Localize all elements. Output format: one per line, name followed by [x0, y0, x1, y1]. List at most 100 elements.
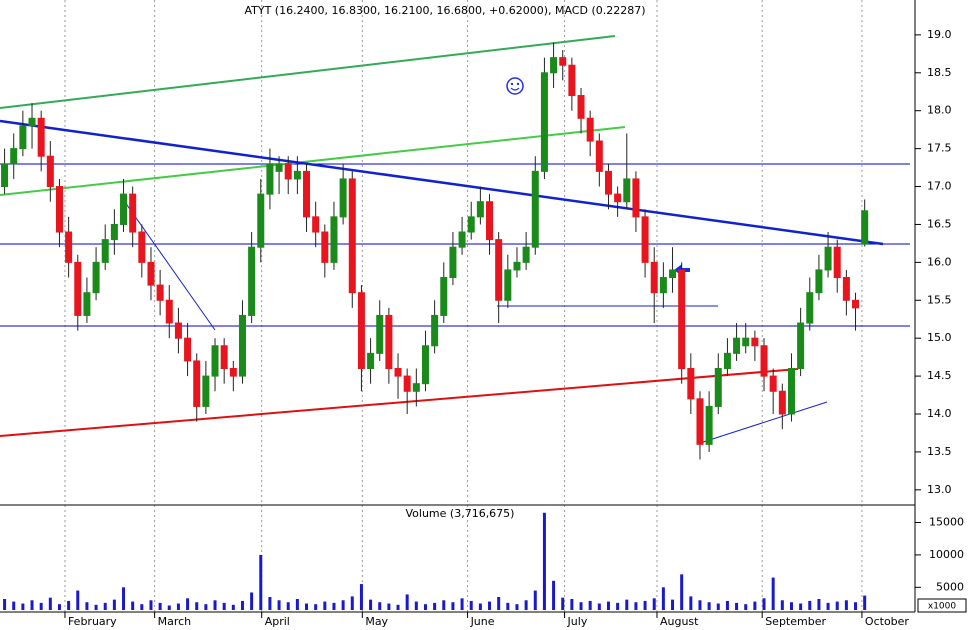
candle-body: [55, 186, 63, 233]
candle-body: [138, 231, 146, 263]
volume-bar: [552, 580, 556, 610]
volume-bar: [725, 600, 729, 610]
candle-body: [1, 163, 9, 188]
candle-body: [577, 95, 585, 119]
volume-bar: [442, 600, 446, 610]
volume-bar: [652, 598, 656, 610]
x-tick-label: February: [68, 615, 117, 628]
volume-bar: [735, 602, 739, 610]
candle-body: [165, 299, 173, 324]
candle-body: [202, 375, 210, 407]
volume-bar: [94, 604, 98, 610]
candle-body: [641, 216, 649, 263]
candle-body: [559, 57, 567, 66]
volume-bar: [762, 598, 766, 610]
x-tick-label: September: [765, 615, 826, 628]
candle-body: [540, 72, 548, 172]
candle-body: [266, 163, 274, 195]
volume-bar: [488, 601, 492, 610]
volume-bar: [405, 594, 409, 610]
volume-bar: [149, 600, 153, 610]
volume-bar: [771, 577, 775, 610]
volume-bar: [671, 599, 675, 610]
candle-body: [632, 178, 640, 218]
y-tick-label: 14.5: [927, 369, 952, 382]
volume-bar: [85, 602, 89, 610]
smiley: [506, 77, 524, 95]
candle-body: [550, 57, 558, 74]
candle-body: [486, 201, 494, 241]
volume-bar: [478, 603, 482, 610]
candle-body: [293, 170, 301, 180]
volume-bar: [57, 604, 61, 610]
candle-body: [257, 193, 265, 248]
trend-line: [696, 401, 828, 445]
candle-body: [28, 117, 36, 127]
candle-body: [129, 193, 137, 233]
volume-bar: [506, 602, 510, 610]
candle-body: [284, 163, 292, 180]
volume-bar: [433, 602, 437, 610]
y-tick-label: 15000: [929, 516, 964, 529]
volume-bar: [240, 600, 244, 610]
volume-bar: [186, 598, 190, 610]
volume-bar: [112, 599, 116, 610]
volume-bar: [698, 600, 702, 610]
candle-body: [147, 261, 155, 286]
volume-bar: [707, 602, 711, 610]
candle-body: [83, 292, 91, 316]
volume-bar: [176, 603, 180, 610]
price-panel: [0, 0, 915, 505]
trend-line: [0, 368, 799, 437]
volume-bar: [30, 600, 34, 610]
volume-bar: [286, 602, 290, 610]
candle-body: [421, 345, 429, 385]
candle-body: [733, 337, 741, 354]
candle-body: [815, 269, 823, 294]
candle-body: [833, 246, 841, 279]
candle-body: [696, 398, 704, 445]
candle-body: [412, 383, 420, 392]
volume-bar: [753, 601, 757, 610]
volume-bar: [76, 590, 80, 610]
candle-body: [220, 345, 228, 370]
y-tick-label: 14.0: [927, 407, 952, 420]
x-tick-label: March: [158, 615, 192, 628]
volume-bar: [387, 603, 391, 610]
candle-body: [10, 148, 18, 165]
candle-body: [604, 170, 612, 195]
candle-body: [229, 368, 237, 377]
y-tick-label: 18.0: [927, 104, 952, 117]
volume-bar: [259, 554, 263, 610]
volume-bar: [854, 602, 858, 610]
candle-body: [650, 261, 658, 294]
candle-body: [65, 231, 73, 263]
candle-body: [376, 314, 384, 354]
volume-bar: [140, 604, 144, 610]
candle-body: [787, 368, 795, 415]
volume-bar: [808, 600, 812, 610]
volume-bar: [231, 604, 235, 610]
chart-title: ATYT (16.2400, 16.8300, 16.2100, 16.6800…: [244, 4, 645, 17]
candle-body: [174, 322, 182, 339]
volume-bar: [323, 601, 327, 610]
candle-body: [467, 216, 475, 233]
volume-bar: [616, 602, 620, 610]
candle-body: [184, 337, 192, 362]
candle-body: [248, 246, 256, 316]
y-tick-label: 17.5: [927, 142, 952, 155]
candle-body: [357, 292, 365, 370]
volume-bar: [542, 512, 546, 610]
volume-bar: [204, 604, 208, 610]
volume-bar: [597, 603, 601, 610]
volume-bar: [634, 602, 638, 610]
candle-body: [705, 405, 713, 445]
candle-body: [330, 216, 338, 263]
candle-body: [595, 140, 603, 172]
volume-bar: [67, 600, 71, 610]
volume-bar: [780, 600, 784, 610]
candle-body: [714, 368, 722, 407]
volume-title: Volume (3,716,675): [406, 507, 515, 520]
volume-bar: [359, 584, 363, 610]
